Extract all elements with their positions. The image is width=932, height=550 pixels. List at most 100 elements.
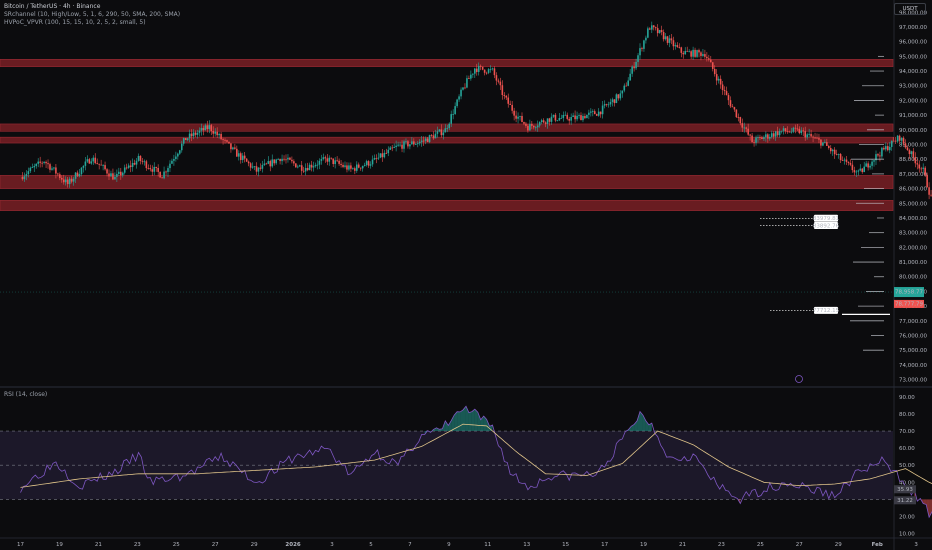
candle-up — [491, 68, 494, 70]
rsi-overbought-fill — [642, 415, 646, 432]
candle-up — [910, 151, 913, 155]
candle-up — [869, 165, 871, 168]
candle-up — [35, 163, 38, 167]
rsi-overbought-fill — [448, 420, 452, 432]
candle-down — [332, 158, 334, 165]
candle-down — [236, 148, 238, 157]
candle-down — [879, 155, 881, 157]
candle-down — [155, 166, 157, 168]
candle-up — [29, 167, 32, 172]
candle-down — [568, 118, 570, 121]
candle-down — [283, 158, 285, 160]
candle-up — [538, 122, 541, 126]
candle-down — [580, 115, 582, 121]
candle-down — [566, 114, 569, 119]
rsi-indicator-label[interactable]: RSI (14, close) — [4, 391, 48, 398]
candle-down — [767, 134, 769, 139]
candle-up — [371, 159, 374, 165]
time-tick-label: 2026 — [285, 542, 300, 548]
candle-up — [253, 166, 256, 168]
candle-down — [273, 159, 275, 164]
candle-up — [214, 131, 216, 134]
vpvr-indicator-label[interactable]: HVPoC_VPVR (100, 15, 15, 10, 2, 5, 2, sm… — [4, 19, 146, 26]
candle-down — [330, 157, 333, 159]
rsi-overbought-fill — [634, 420, 638, 432]
candle-up — [238, 153, 240, 157]
rsi-overbought-fill — [637, 411, 640, 432]
price-label: 78,777.79 — [895, 301, 923, 307]
price-tick-label: 80,000.00 — [899, 275, 927, 281]
price-tick-label: 86,000.00 — [899, 187, 927, 193]
candle-up — [519, 115, 521, 117]
candle-down — [690, 51, 692, 57]
candle-down — [656, 28, 659, 34]
candle-up — [607, 104, 610, 106]
candle-up — [822, 142, 824, 146]
candle-up — [597, 111, 600, 116]
sr-zone — [0, 123, 894, 132]
price-tick-label: 93,000.00 — [899, 84, 927, 90]
candle-down — [593, 111, 596, 115]
rsi-tick-label: 10.00 — [899, 532, 915, 538]
candle-up — [275, 159, 277, 164]
candle-down — [300, 165, 303, 171]
candle-down — [542, 120, 545, 123]
candle-down — [788, 131, 791, 133]
currency-button[interactable]: USDT — [894, 3, 926, 15]
candle-up — [881, 147, 883, 157]
candle-up — [900, 137, 903, 141]
candle-down — [908, 150, 911, 155]
time-tick-label: 13 — [523, 542, 530, 548]
candle-down — [228, 141, 230, 144]
rsi-overbought-fill — [483, 416, 487, 432]
candle-up — [383, 152, 386, 158]
candle-down — [906, 147, 909, 151]
candle-up — [885, 146, 887, 150]
candle-down — [835, 154, 838, 155]
rsi-value-box — [894, 485, 916, 494]
srchannel-indicator-label[interactable]: SRchannel (10, High/Low, 5, 1, 6, 290, 5… — [4, 11, 181, 18]
time-tick-label: 19 — [56, 542, 63, 548]
rsi-tick-label: 50.00 — [899, 463, 915, 469]
time-tick-label: 15 — [562, 542, 569, 548]
candle-down — [666, 36, 669, 43]
candle-up — [643, 40, 645, 49]
candle-up — [782, 128, 785, 131]
rsi-overbought-fill — [451, 415, 455, 432]
candle-up — [90, 161, 93, 164]
price-tick-label: 83,000.00 — [899, 231, 927, 237]
candle-up — [33, 166, 36, 168]
candle-up — [257, 167, 260, 172]
candle-down — [495, 75, 498, 81]
candle-up — [859, 168, 862, 171]
candle-up — [200, 127, 203, 131]
candle-up — [25, 174, 28, 177]
candle-down — [57, 173, 59, 175]
rsi-overbought-fill — [436, 427, 440, 432]
candle-down — [141, 160, 144, 162]
candle-up — [540, 120, 543, 123]
candle-up — [436, 131, 439, 134]
candle-down — [521, 115, 523, 123]
candle-down — [733, 107, 736, 110]
time-tick-label: 7 — [408, 542, 412, 548]
candle-down — [525, 123, 527, 126]
candle-down — [710, 59, 712, 63]
candle-down — [354, 168, 356, 171]
rsi-tick-label: 90.00 — [899, 395, 915, 401]
candle-up — [153, 166, 156, 172]
candle-up — [442, 132, 445, 136]
candle-down — [861, 168, 864, 173]
candle-up — [241, 155, 244, 160]
candle-up — [603, 104, 606, 106]
candle-down — [100, 164, 102, 166]
candle-down — [481, 66, 484, 70]
price-tick-label: 75,000.00 — [899, 348, 927, 354]
candle-down — [810, 133, 812, 137]
price-tick-label: 88,000.00 — [899, 157, 927, 163]
candle-up — [601, 105, 604, 115]
candle-down — [818, 138, 820, 140]
candle-up — [590, 111, 592, 113]
candle-down — [367, 161, 370, 166]
